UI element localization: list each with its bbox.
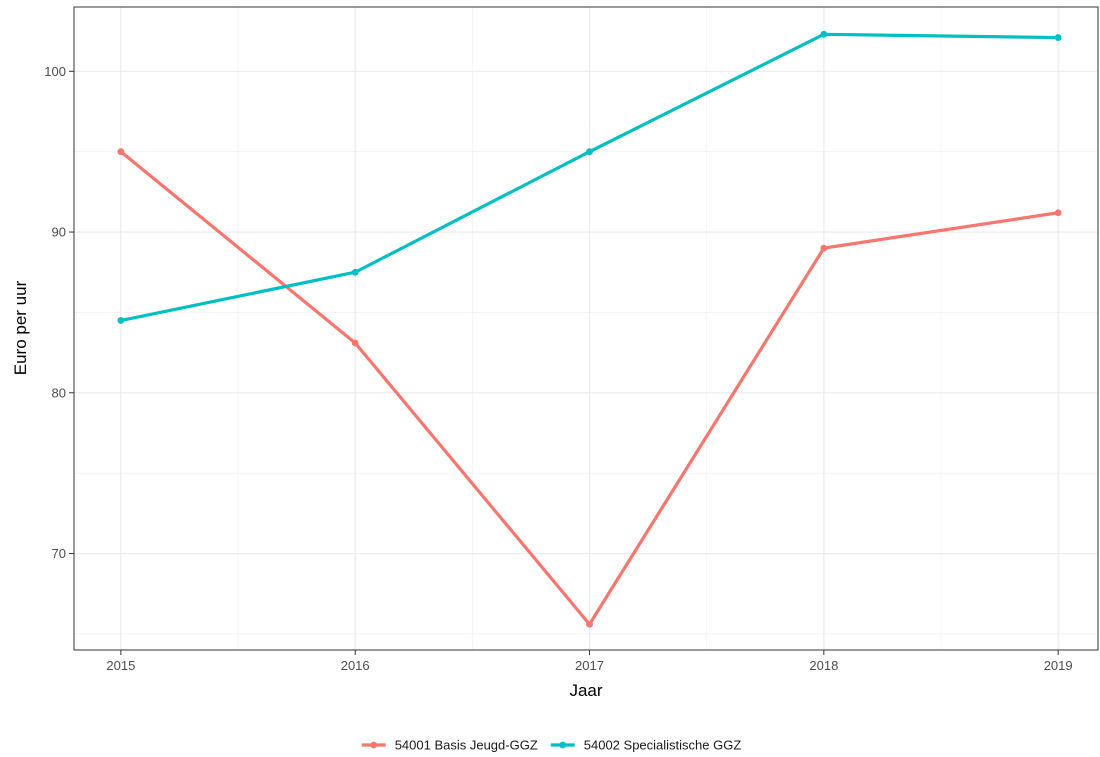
data-point-2-2018 bbox=[820, 30, 828, 38]
panel-border bbox=[73, 6, 1099, 651]
legend: 54001 Basis Jeugd-GGZ 54002 Specialistisc… bbox=[361, 738, 742, 753]
data-point-2-2017 bbox=[586, 148, 593, 156]
x-axis-title: Jaar bbox=[569, 681, 602, 700]
data-point-1-2017 bbox=[586, 620, 593, 628]
data-point-2-2015 bbox=[117, 317, 125, 324]
y-tick-label: 80 bbox=[52, 385, 66, 400]
legend-label-2: 54002 Specialistische GGZ bbox=[584, 738, 742, 753]
x-tick-label: 2016 bbox=[341, 658, 370, 673]
data-point-1-2016 bbox=[351, 339, 359, 347]
data-point-1-2015 bbox=[117, 148, 125, 156]
data-point-2-2016 bbox=[351, 268, 359, 276]
y-tick-label: 90 bbox=[52, 225, 66, 240]
y-axis-ticks: 70 80 90 100 bbox=[44, 64, 74, 561]
series-points bbox=[117, 30, 1062, 628]
x-tick-label: 2019 bbox=[1044, 658, 1073, 673]
grid-minor bbox=[74, 7, 1098, 650]
y-tick-label: 100 bbox=[44, 64, 66, 79]
legend-key-point-2 bbox=[559, 741, 567, 749]
legend-label-1: 54001 Basis Jeugd-GGZ bbox=[395, 738, 538, 753]
y-axis-title: Euro per uur bbox=[11, 280, 30, 375]
legend-key-point-1 bbox=[370, 741, 378, 749]
x-tick-label: 2017 bbox=[575, 658, 604, 673]
y-tick-label: 70 bbox=[52, 546, 66, 561]
x-axis-ticks: 2015 2016 2017 2018 2019 bbox=[106, 650, 1073, 673]
data-point-2-2019 bbox=[1054, 34, 1062, 41]
panel-background bbox=[74, 7, 1098, 650]
x-tick-label: 2018 bbox=[809, 658, 838, 673]
x-tick-label: 2015 bbox=[106, 658, 135, 673]
data-point-1-2019 bbox=[1054, 209, 1062, 217]
data-point-1-2018 bbox=[820, 244, 828, 252]
